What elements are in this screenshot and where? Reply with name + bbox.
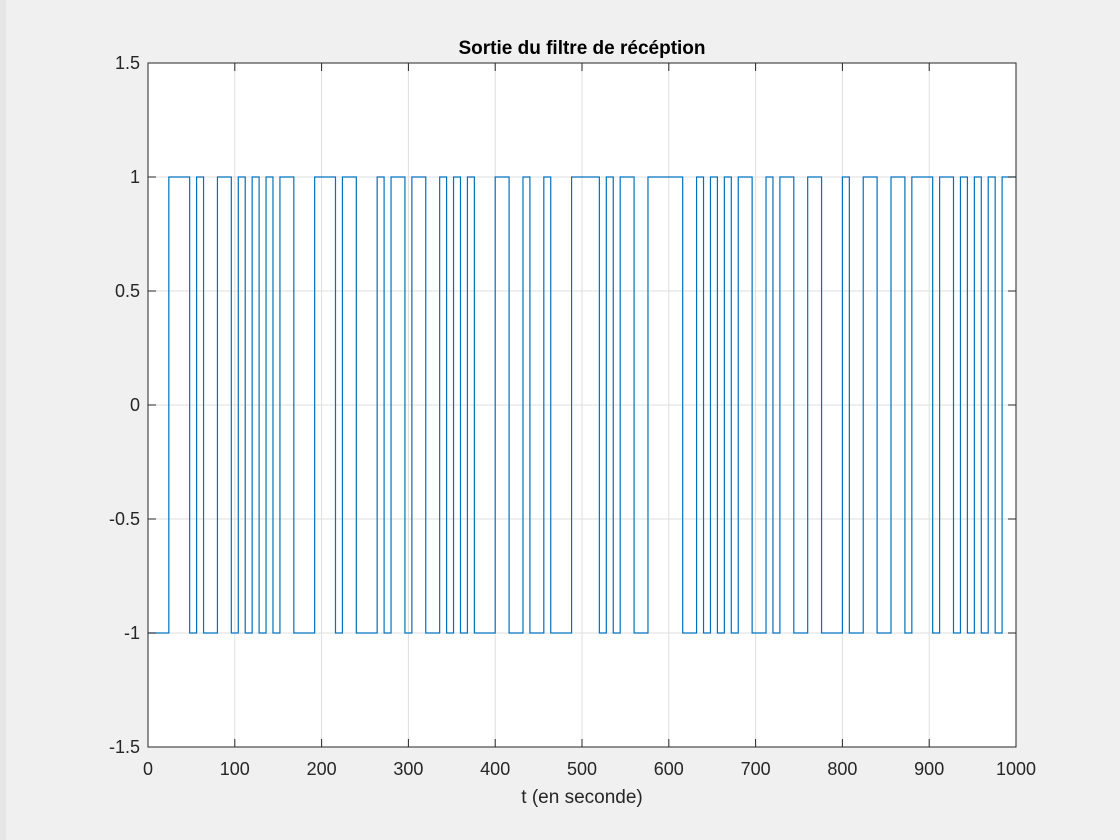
y-tick-label: 1.5	[115, 53, 140, 73]
x-tick-label: 600	[654, 759, 684, 779]
x-tick-label: 200	[307, 759, 337, 779]
x-tick-labels: 0 100 200 300 400 500 600 700 800 900 1000	[143, 759, 1036, 779]
x-tick-label: 400	[480, 759, 510, 779]
y-tick-label: 1	[130, 167, 140, 187]
x-tick-label: 700	[741, 759, 771, 779]
y-tick-label: -1	[124, 623, 140, 643]
series-layer	[148, 176, 1016, 634]
window-left-edge	[0, 0, 6, 840]
tick-marks	[147, 62, 1017, 748]
series-line	[148, 176, 1016, 634]
y-tick-label: -1.5	[109, 737, 140, 757]
x-tick-label: 900	[914, 759, 944, 779]
y-tick-label: 0.5	[115, 281, 140, 301]
x-tick-label: 300	[393, 759, 423, 779]
x-tick-label: 100	[220, 759, 250, 779]
x-axis-label: t (en seconde)	[521, 787, 642, 808]
x-tick-label: 500	[567, 759, 597, 779]
y-tick-labels: -1.5 -1 -0.5 0 0.5 1 1.5	[109, 53, 140, 757]
x-tick-label: 800	[827, 759, 857, 779]
x-tick-label: 0	[143, 759, 153, 779]
y-tick-label: 0	[130, 395, 140, 415]
y-tick-label: -0.5	[109, 509, 140, 529]
x-tick-label: 1000	[996, 759, 1036, 779]
chart-title: Sortie du filtre de récéption	[458, 38, 705, 59]
